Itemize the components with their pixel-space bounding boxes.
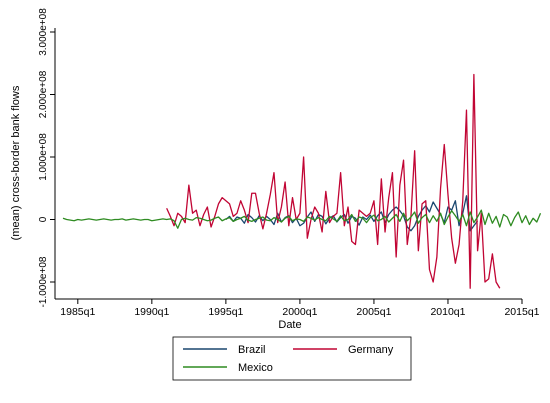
- axes-layer: [54, 28, 522, 300]
- y-tick-label: 0: [38, 216, 49, 222]
- y-tick-label: 2.000e+08: [38, 70, 49, 118]
- x-tick-label: 2005q1: [356, 306, 391, 318]
- series-line-mexico: [62, 209, 542, 229]
- legend-label-mexico: Mexico: [238, 362, 273, 374]
- x-axis-label: Date: [278, 319, 301, 331]
- y-tick-label: -1.000e+08: [38, 256, 49, 307]
- x-ticks: 1985q1 1990q1 1995q1 2000q1 2005q1 2010q1 2015…: [60, 299, 540, 318]
- y-tick-label: 3.000e+08: [38, 8, 49, 56]
- y-axis-label: (mean) cross-border bank flows: [10, 85, 22, 240]
- y-tick-label: 1.000e+08: [38, 133, 49, 181]
- legend-label-brazil: Brazil: [238, 344, 266, 356]
- legend: Brazil Germany Mexico: [172, 336, 412, 381]
- x-tick-label: 2015q1: [504, 306, 539, 318]
- y-ticks: -1.000e+08 0 1.000e+08 2.000e+08 3.000e+08: [38, 8, 55, 307]
- x-tick-label: 1990q1: [134, 306, 169, 318]
- x-tick-label: 1985q1: [60, 306, 95, 318]
- legend-box: [172, 336, 412, 381]
- x-tick-label: 2000q1: [282, 306, 317, 318]
- series-line-germany: [166, 73, 501, 289]
- x-tick-label: 2010q1: [430, 306, 465, 318]
- series-line-brazil: [225, 195, 479, 232]
- series-layer: [62, 73, 542, 289]
- legend-label-germany: Germany: [348, 344, 394, 356]
- x-tick-label: 1995q1: [208, 306, 243, 318]
